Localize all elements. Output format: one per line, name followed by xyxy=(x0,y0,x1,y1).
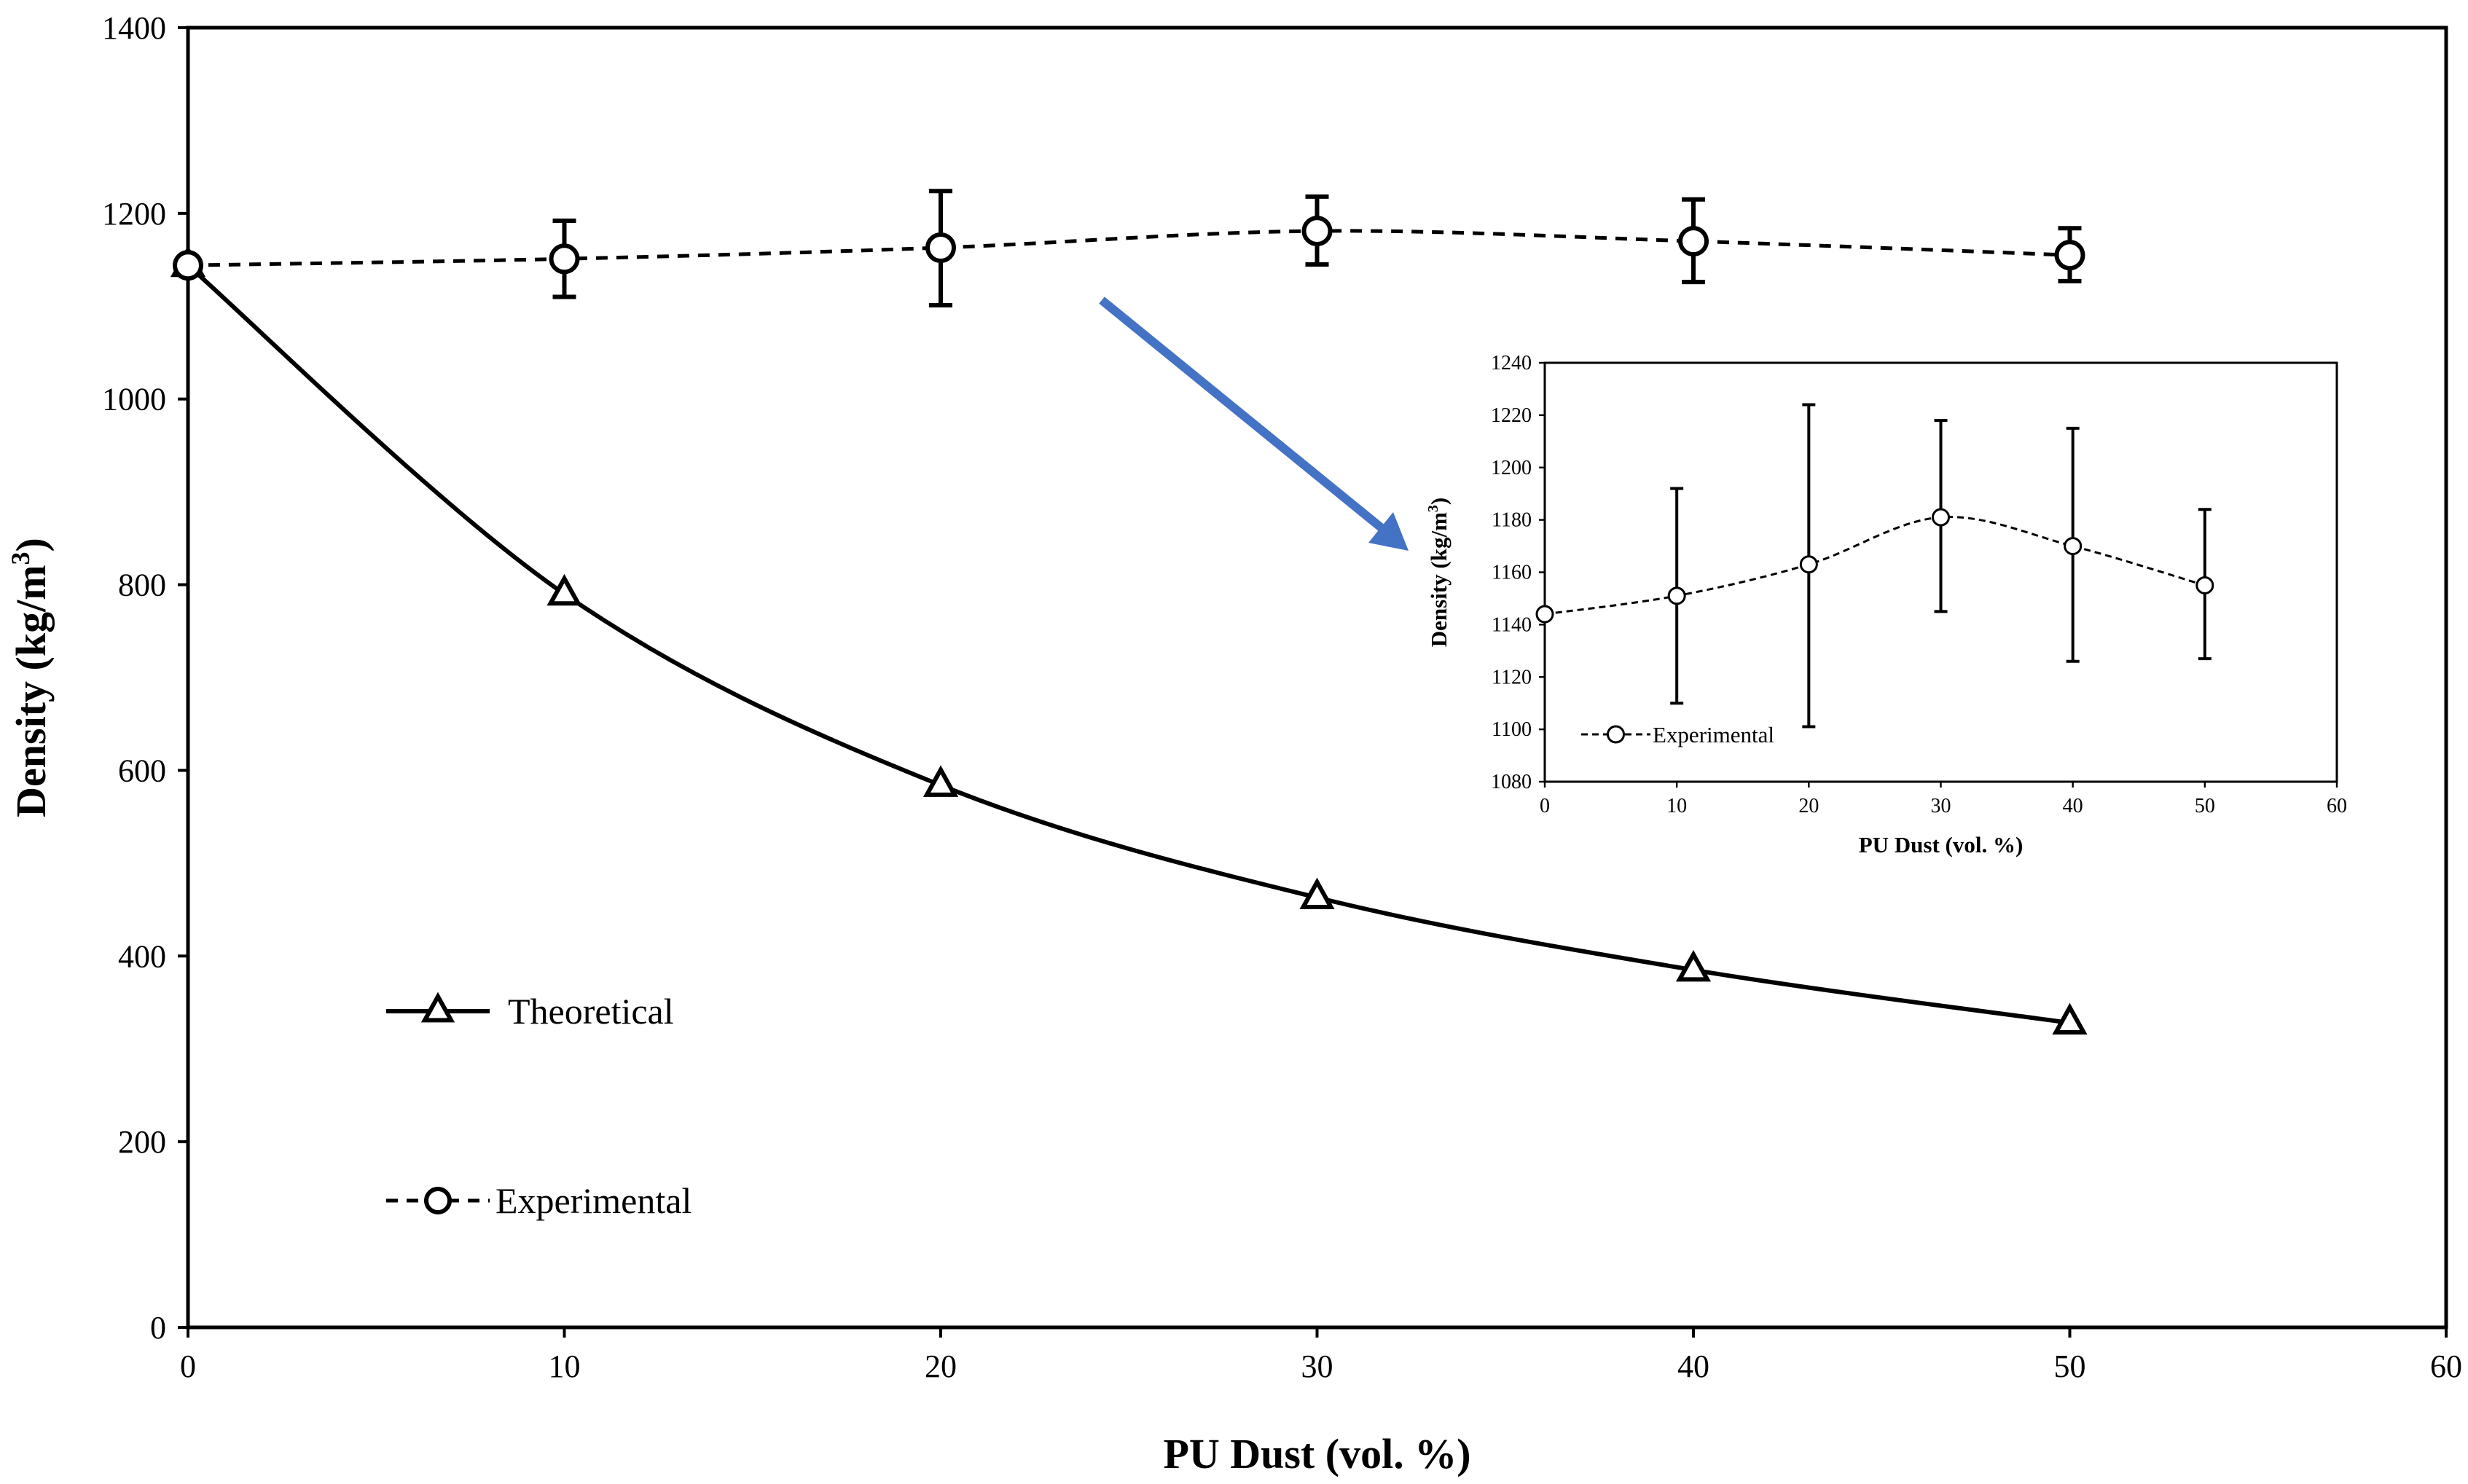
x-tick-label: 10 xyxy=(549,1348,581,1384)
data-point-experimental xyxy=(2054,240,2085,271)
data-point-experimental xyxy=(1535,605,1554,624)
data-point-theoretical xyxy=(1675,950,1712,982)
x-tick-label: 60 xyxy=(2430,1348,2462,1384)
x-tick-label: 50 xyxy=(2195,795,2215,817)
x-tick-label: 20 xyxy=(925,1348,957,1384)
series-line-theoretical xyxy=(187,263,2070,1026)
legend-marker-theoretical xyxy=(420,992,455,1023)
legend-label-experimental: Experimental xyxy=(495,1180,692,1221)
y-tick-label: 1140 xyxy=(1492,613,1532,636)
x-tick-label: 50 xyxy=(2054,1348,2086,1384)
data-point-experimental xyxy=(1932,508,1950,527)
data-point-theoretical xyxy=(922,765,959,797)
callout-arrow xyxy=(1099,297,1409,551)
y-tick-label: 1080 xyxy=(1491,771,1532,793)
data-point-experimental xyxy=(2064,537,2083,556)
callout-arrow-shaft xyxy=(1099,297,1387,534)
series-line-experimental xyxy=(1544,516,2206,616)
x-axis-title: PU Dust (vol. %) xyxy=(1163,1430,1470,1477)
data-point-theoretical xyxy=(1299,877,1335,909)
y-tick-label: 600 xyxy=(118,753,166,788)
series-line-experimental xyxy=(187,229,2070,267)
x-axis-title: PU Dust (vol. %) xyxy=(1859,832,2024,857)
y-axis-title-sup: 3 xyxy=(6,551,35,565)
y-tick-label: 1100 xyxy=(1492,718,1532,741)
y-tick-label: 0 xyxy=(150,1310,166,1346)
y-axis-title: Density (kg/m3) xyxy=(6,538,55,817)
legend-marker-experimental xyxy=(424,1187,452,1214)
x-tick-label: 30 xyxy=(1301,1348,1333,1384)
y-tick-label: 400 xyxy=(118,938,166,974)
y-axis-title-main: Density (kg/m xyxy=(7,565,55,817)
data-point-experimental xyxy=(549,243,580,275)
y-tick-label: 200 xyxy=(118,1124,166,1160)
x-tick-label: 40 xyxy=(2063,795,2083,817)
y-tick-label: 1400 xyxy=(102,10,166,46)
data-point-experimental xyxy=(173,250,203,281)
y-tick-label: 1200 xyxy=(1491,457,1532,479)
data-point-experimental xyxy=(1678,226,1709,257)
data-point-experimental xyxy=(2195,576,2214,594)
x-tick-label: 10 xyxy=(1666,795,1687,817)
y-axis-title-main: Density (kg/m xyxy=(1426,512,1452,647)
data-point-theoretical xyxy=(547,573,582,606)
x-tick-label: 30 xyxy=(1931,795,1951,817)
data-point-experimental xyxy=(925,232,956,264)
legend-label-experimental: Experimental xyxy=(1653,722,1774,747)
y-axis-title-close: ) xyxy=(1426,498,1452,505)
x-tick-label: 20 xyxy=(1798,795,1819,817)
x-tick-label: 0 xyxy=(180,1348,196,1384)
callout-arrow-head xyxy=(1368,512,1409,551)
x-tick-label: 0 xyxy=(1540,795,1550,817)
x-tick-label: 60 xyxy=(2327,795,2347,817)
y-tick-label: 800 xyxy=(118,568,166,603)
y-axis-title-close: ) xyxy=(7,538,55,551)
y-tick-label: 1240 xyxy=(1491,352,1532,374)
x-tick-label: 40 xyxy=(1677,1348,1709,1384)
y-axis-title: Density (kg/m3) xyxy=(1425,498,1452,647)
legend-label-theoretical: Theoretical xyxy=(508,991,674,1032)
legend-marker-experimental xyxy=(1607,725,1625,744)
y-tick-label: 1220 xyxy=(1491,404,1532,427)
y-tick-label: 1180 xyxy=(1492,509,1532,532)
y-tick-label: 1000 xyxy=(102,382,166,417)
data-point-theoretical xyxy=(2052,1002,2088,1035)
inset-chart: 0 10 20 30 40 50 60 1080 1100 1120 1140 1160 1180 120… xyxy=(1425,352,2347,857)
y-tick-label: 1200 xyxy=(102,196,166,232)
data-point-experimental xyxy=(1301,216,1333,247)
y-tick-label: 1120 xyxy=(1492,666,1532,688)
data-point-experimental xyxy=(1667,586,1686,605)
y-axis-title-sup: 3 xyxy=(1425,505,1441,512)
y-tick-label: 1160 xyxy=(1492,562,1532,584)
data-point-experimental xyxy=(1799,555,1818,574)
